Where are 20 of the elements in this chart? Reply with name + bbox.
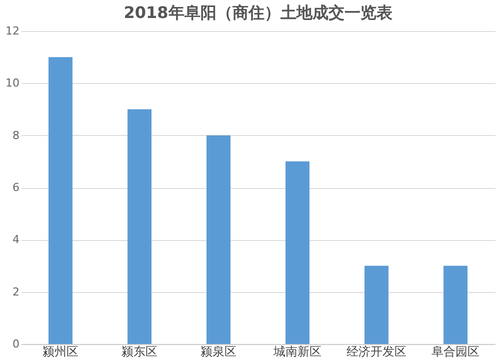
bar <box>444 266 468 344</box>
x-tick-label: 阜合园区 <box>432 344 480 358</box>
y-tick-label: 0 <box>12 338 20 350</box>
y-tick-label: 12 <box>6 24 20 38</box>
x-tick-label: 城南新区 <box>272 344 322 358</box>
y-tick-label: 8 <box>12 128 20 142</box>
x-tick-label: 颍东区 <box>122 344 158 358</box>
bar <box>128 109 152 344</box>
x-tick-label: 颍泉区 <box>200 344 236 358</box>
y-tick-label: 2 <box>12 285 20 298</box>
bar <box>286 161 310 344</box>
chart-title: 2018年阜阳（商住）土地成交一览表 <box>124 3 394 22</box>
y-tick-label: 6 <box>12 181 20 194</box>
y-tick-label: 4 <box>12 233 20 246</box>
x-tick-label: 颍州区 <box>42 344 78 358</box>
x-tick-label: 经济开发区 <box>346 344 406 358</box>
y-tick-label: 10 <box>6 76 20 90</box>
bar <box>48 57 72 344</box>
bar <box>206 135 230 344</box>
bar <box>364 266 388 344</box>
